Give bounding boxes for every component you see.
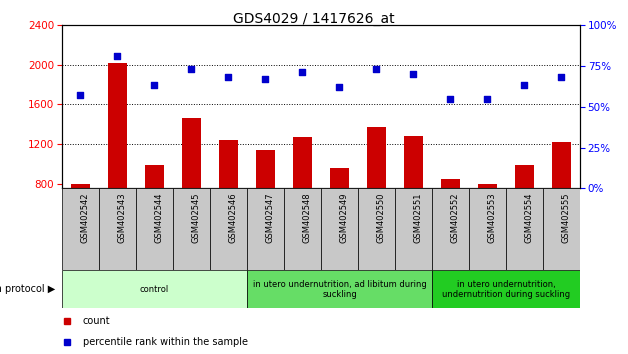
Point (556, 74, 566, 80)
Point (408, 71, 418, 77)
Point (482, 96, 492, 101)
Bar (515, 165, 534, 263)
Text: in utero undernutrition, ad libitum during
suckling: in utero undernutrition, ad libitum duri… (252, 280, 426, 299)
Text: GSM402547: GSM402547 (266, 193, 274, 243)
Text: GSM402544: GSM402544 (154, 193, 163, 243)
Text: percentile rank within the sample: percentile rank within the sample (83, 337, 247, 347)
Bar (293, 137, 311, 263)
Point (519, 82, 529, 88)
Bar (432, 270, 580, 308)
Point (261, 76, 271, 82)
Bar (479, 183, 497, 263)
Text: GSM402551: GSM402551 (413, 193, 423, 243)
Bar (358, 188, 395, 270)
Bar (173, 188, 210, 270)
Bar (552, 142, 571, 263)
Bar (247, 188, 284, 270)
Bar (330, 168, 349, 263)
Point (75, 92, 85, 98)
Bar (247, 270, 432, 308)
Bar (256, 150, 274, 263)
Text: GSM402553: GSM402553 (487, 193, 497, 243)
Bar (441, 178, 460, 263)
Bar (219, 140, 238, 263)
Bar (284, 188, 321, 270)
Text: GSM402552: GSM402552 (450, 193, 460, 243)
Text: GSM402550: GSM402550 (377, 193, 386, 243)
Bar (62, 270, 247, 308)
Point (298, 70, 308, 75)
Bar (99, 188, 136, 270)
Bar (404, 136, 423, 263)
Text: in utero undernutrition,
undernutrition during suckling: in utero undernutrition, undernutrition … (442, 280, 570, 299)
Point (335, 84, 345, 90)
Bar (108, 63, 127, 263)
Bar (395, 188, 432, 270)
Bar (367, 127, 386, 263)
Bar (145, 165, 164, 263)
Text: control: control (140, 285, 169, 294)
Text: GSM402546: GSM402546 (229, 193, 237, 243)
Text: count: count (83, 316, 111, 326)
Text: GDS4029 / 1417626_at: GDS4029 / 1417626_at (233, 12, 395, 27)
Point (445, 96, 455, 101)
Bar (62, 188, 99, 270)
Text: growth protocol ▶: growth protocol ▶ (0, 285, 56, 295)
Bar (71, 184, 90, 263)
Text: GSM402554: GSM402554 (524, 193, 534, 243)
Text: GSM402549: GSM402549 (340, 193, 349, 243)
Text: GSM402542: GSM402542 (80, 193, 90, 243)
Bar (321, 188, 358, 270)
Point (149, 82, 160, 88)
Bar (136, 188, 173, 270)
Bar (210, 188, 247, 270)
Point (372, 66, 382, 72)
Text: GSM402543: GSM402543 (117, 193, 126, 243)
Bar (432, 188, 469, 270)
Bar (469, 188, 506, 270)
Bar (506, 188, 543, 270)
Point (224, 74, 234, 80)
Text: GSM402555: GSM402555 (561, 193, 570, 243)
Point (187, 66, 197, 72)
Text: GSM402545: GSM402545 (192, 193, 200, 243)
Bar (182, 118, 201, 263)
Bar (543, 188, 580, 270)
Text: GSM402548: GSM402548 (303, 193, 311, 243)
Point (112, 53, 122, 59)
